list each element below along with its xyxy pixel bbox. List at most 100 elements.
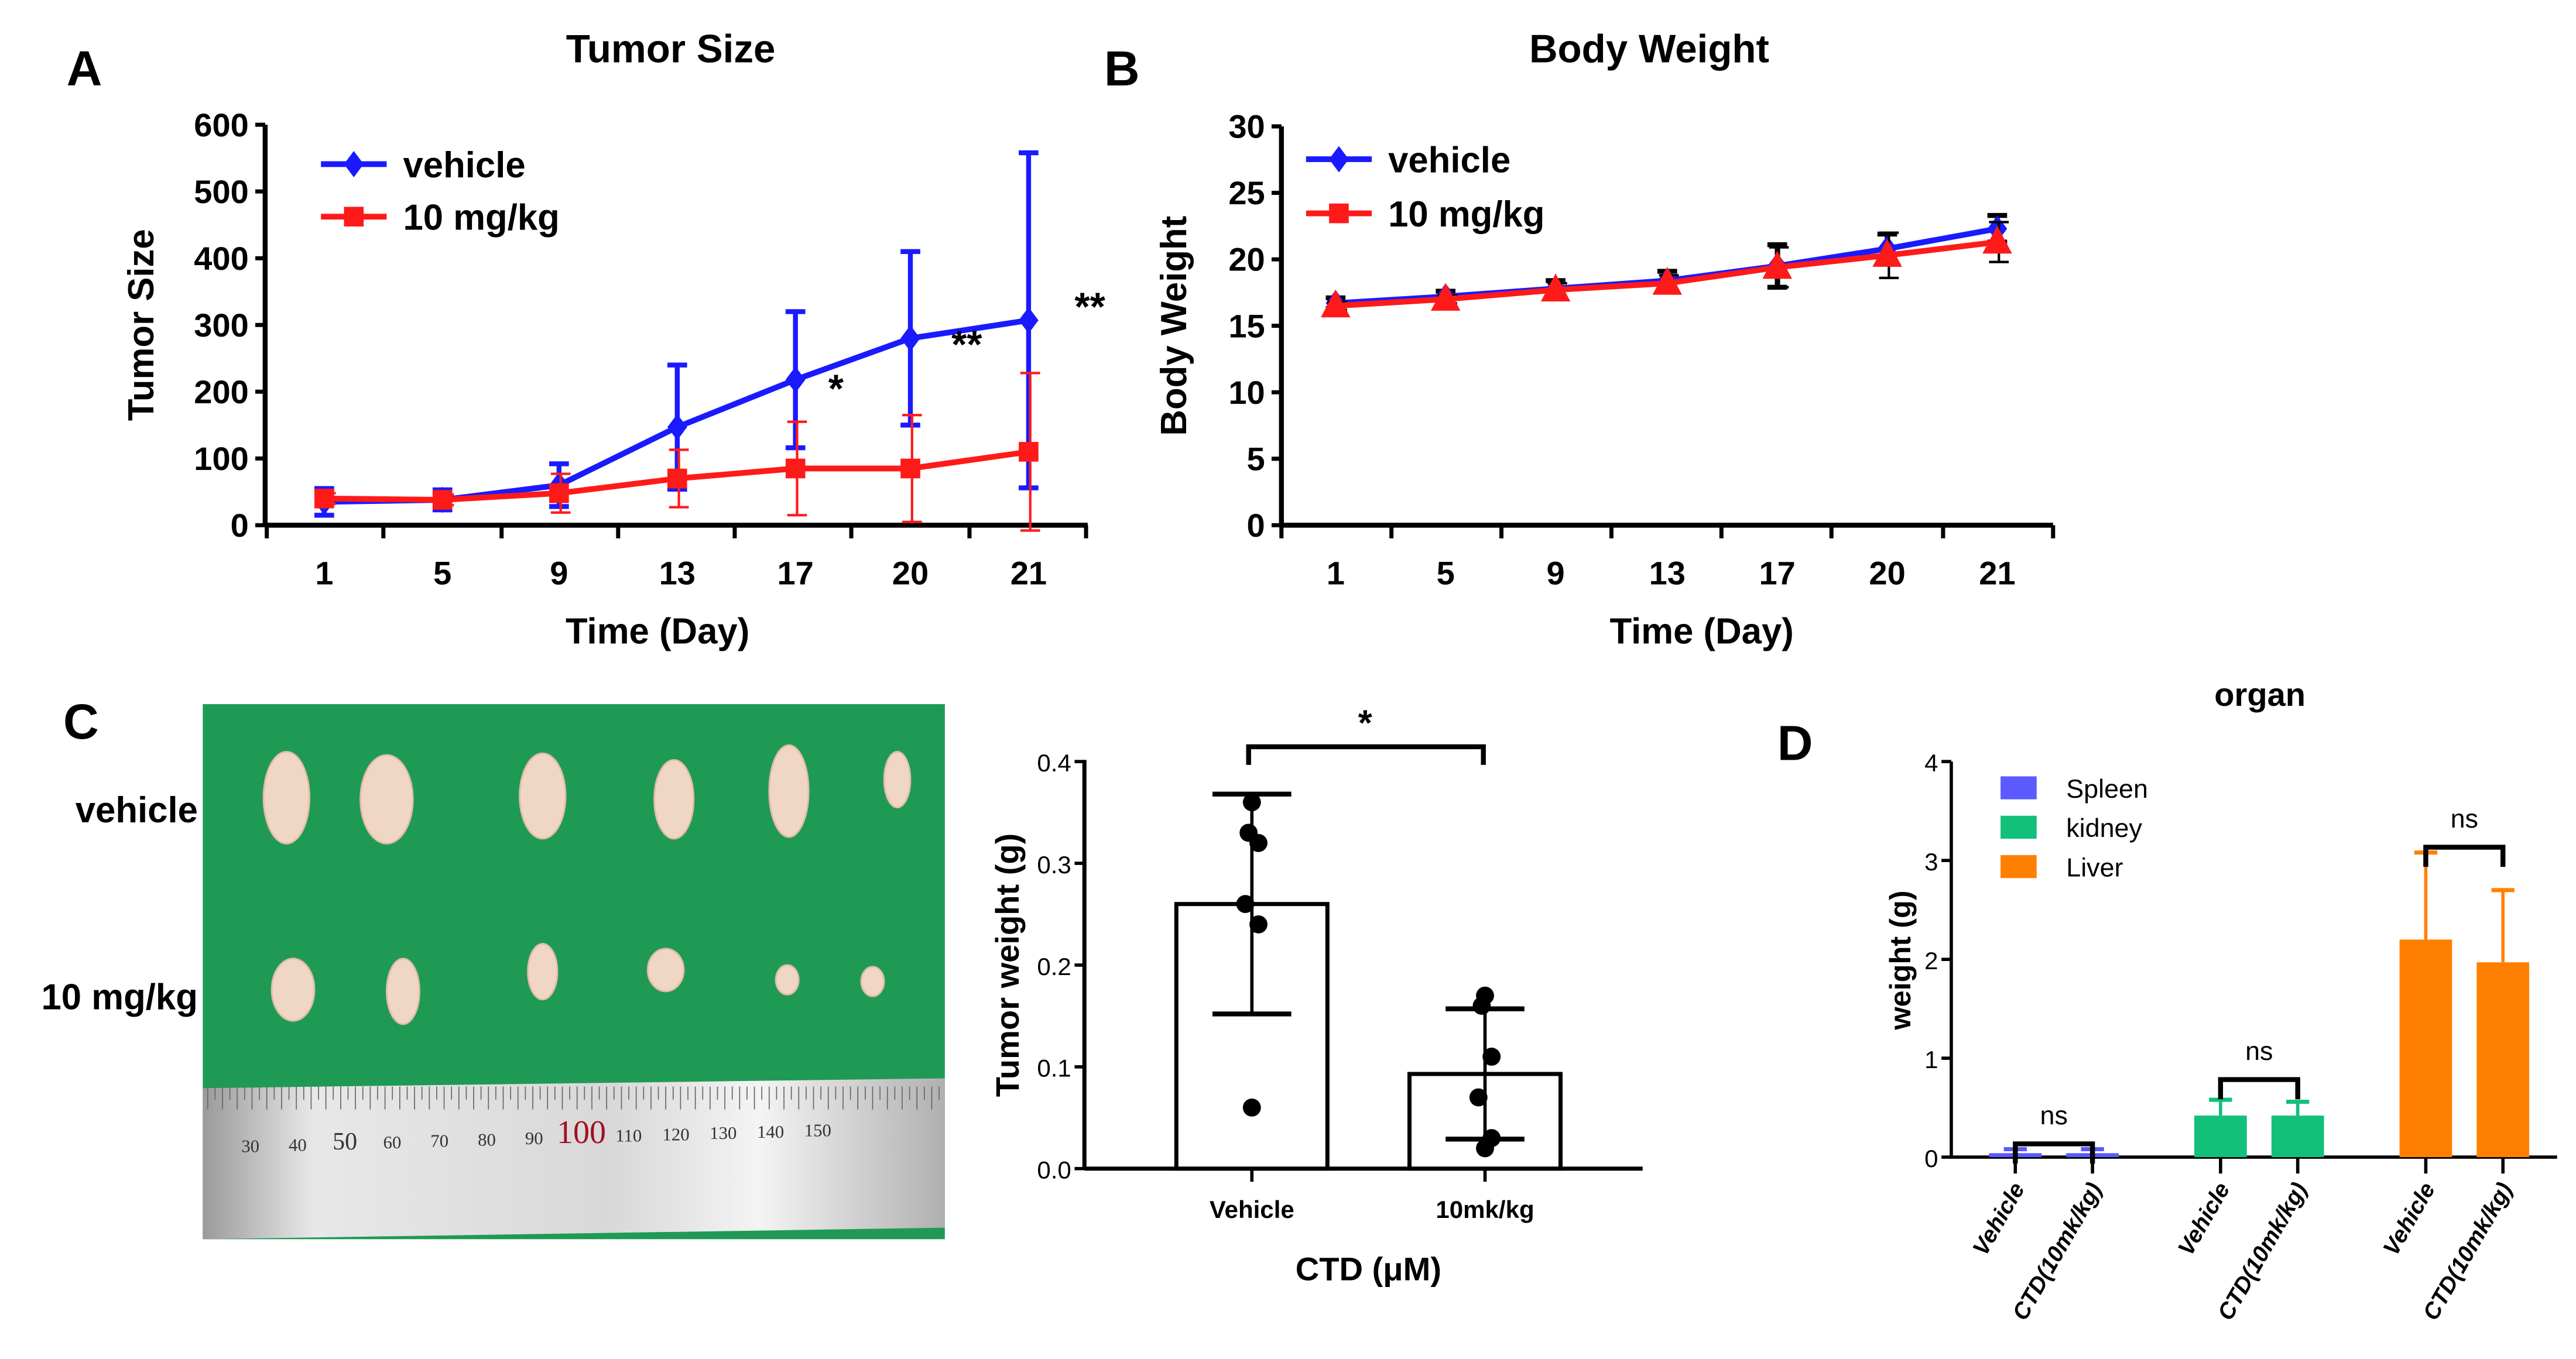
organ-weight-chart: organ 0 1 2 3 4 Spleen ns kidney ns Liver ns Vehicle… <box>1883 676 2557 1324</box>
x-tick-label: 21 <box>1010 554 1047 591</box>
data-point <box>1242 1098 1261 1117</box>
x-tick-label: Vehicle <box>1968 1178 2030 1260</box>
significance-marker: * <box>1358 703 1372 743</box>
y-tick-label: 10 <box>1228 374 1265 411</box>
panel-label-b: B <box>1104 41 1140 96</box>
chart-title: organ <box>2214 676 2306 713</box>
x-tick-label: 13 <box>1649 554 1686 591</box>
tumor-sample <box>519 752 567 840</box>
y-tick-label: 5 <box>1247 440 1265 477</box>
ruler-number: 110 <box>615 1126 642 1146</box>
diamond-marker <box>344 151 364 177</box>
legend-label: Liver <box>2066 853 2123 883</box>
triangle-marker <box>1762 250 1792 279</box>
y-axis-label: Tumor weight (g) <box>989 833 1026 1097</box>
x-tick-label: Vehicle <box>2378 1178 2440 1260</box>
square-marker <box>549 483 569 503</box>
triangle-marker <box>1982 225 2012 254</box>
legend-swatch <box>2000 855 2037 878</box>
y-tick-label: 0.2 <box>1037 953 1071 980</box>
significance-label: ns <box>2245 1036 2273 1066</box>
ruler-number: 30 <box>241 1137 259 1156</box>
ruler-number: 120 <box>662 1124 689 1144</box>
y-axis-label: Tumor Size <box>121 229 162 421</box>
chart-title: Tumor Size <box>566 28 776 71</box>
ruler-number: 50 <box>333 1128 357 1155</box>
y-tick-label: 0 <box>1247 507 1265 544</box>
bar-kidney <box>2194 1116 2247 1158</box>
x-axis-label: CTD (μM) <box>1296 1250 1441 1287</box>
triangle-marker <box>1321 289 1351 318</box>
significance-label: ns <box>2040 1100 2068 1130</box>
triangle-marker <box>1872 239 1902 267</box>
x-axis-label: Time (Day) <box>566 611 749 651</box>
tumor-sample <box>768 744 810 838</box>
tumor-sample <box>386 958 420 1025</box>
legend-swatch <box>2000 815 2037 839</box>
row-label-10mgkg: 10 mg/kg <box>41 977 197 1018</box>
data-point <box>1249 833 1268 852</box>
series-treated <box>1321 221 2012 318</box>
ruler-number: 80 <box>478 1130 496 1149</box>
y-tick-label: 0.0 <box>1037 1156 1071 1184</box>
tumor-sample <box>883 750 912 809</box>
significance-label: ns <box>2451 804 2478 833</box>
x-tick-label: 20 <box>892 554 929 591</box>
y-tick-label: 200 <box>194 373 249 410</box>
square-marker <box>1019 442 1039 462</box>
x-tick-label: 9 <box>1547 554 1565 591</box>
significance-bracket <box>2013 1141 2095 1164</box>
row-label-vehicle: vehicle <box>76 790 198 831</box>
data-point <box>1472 997 1491 1015</box>
x-tick-label: 17 <box>1759 554 1796 591</box>
tumor-sample <box>860 966 885 997</box>
y-tick-label: 4 <box>1924 749 1938 777</box>
ruler-number: 130 <box>710 1123 737 1143</box>
diamond-marker <box>667 414 687 441</box>
tumor-sample <box>775 964 800 996</box>
data-point <box>1236 895 1255 914</box>
y-tick-label: 0.4 <box>1037 749 1071 777</box>
ruler-number: 90 <box>525 1128 543 1148</box>
tumor-sample <box>527 943 559 1001</box>
tumor-sample <box>653 759 695 840</box>
ruler <box>203 1078 945 1240</box>
tumor-sample <box>262 750 311 845</box>
y-tick-label: 30 <box>1228 108 1265 145</box>
ruler-number: 150 <box>804 1121 831 1141</box>
legend-swatch <box>2000 776 2037 799</box>
square-marker <box>344 207 364 227</box>
x-tick-label: Vehicle <box>2173 1178 2235 1260</box>
square-marker <box>432 490 453 510</box>
legend-label: Spleen <box>2066 774 2148 804</box>
diamond-marker <box>1019 307 1039 334</box>
y-tick-label: 0 <box>231 507 249 544</box>
square-marker <box>314 488 334 509</box>
ruler-number: 60 <box>383 1132 402 1152</box>
y-tick-label: 1 <box>1924 1046 1938 1073</box>
x-tick-label: 10mk/kg <box>1436 1196 1534 1223</box>
ruler-number: 70 <box>430 1131 448 1151</box>
legend-label: 10 mg/kg <box>1388 194 1544 235</box>
ruler-number: 100 <box>557 1114 606 1151</box>
significance-bracket <box>2423 845 2506 867</box>
x-tick-label: 5 <box>433 554 451 591</box>
x-axis-label: Time (Day) <box>1610 611 1794 651</box>
x-tick-label: 21 <box>1979 554 2015 591</box>
significance-bracket <box>2218 1077 2300 1100</box>
triangle-marker <box>1540 273 1571 301</box>
x-tick-label: 17 <box>777 554 814 591</box>
triangle-marker <box>1652 266 1683 295</box>
y-tick-label: 500 <box>194 173 249 210</box>
y-tick-label: 600 <box>194 107 249 143</box>
x-tick-label: 9 <box>550 554 568 591</box>
square-marker <box>900 458 920 479</box>
ruler-number: 40 <box>289 1135 307 1155</box>
significance-marker: ** <box>951 322 982 366</box>
y-tick-label: 15 <box>1228 307 1265 344</box>
significance-marker: * <box>828 367 844 411</box>
significance-bracket <box>1246 744 1486 765</box>
x-tick-label: Vehicle <box>1210 1196 1294 1223</box>
